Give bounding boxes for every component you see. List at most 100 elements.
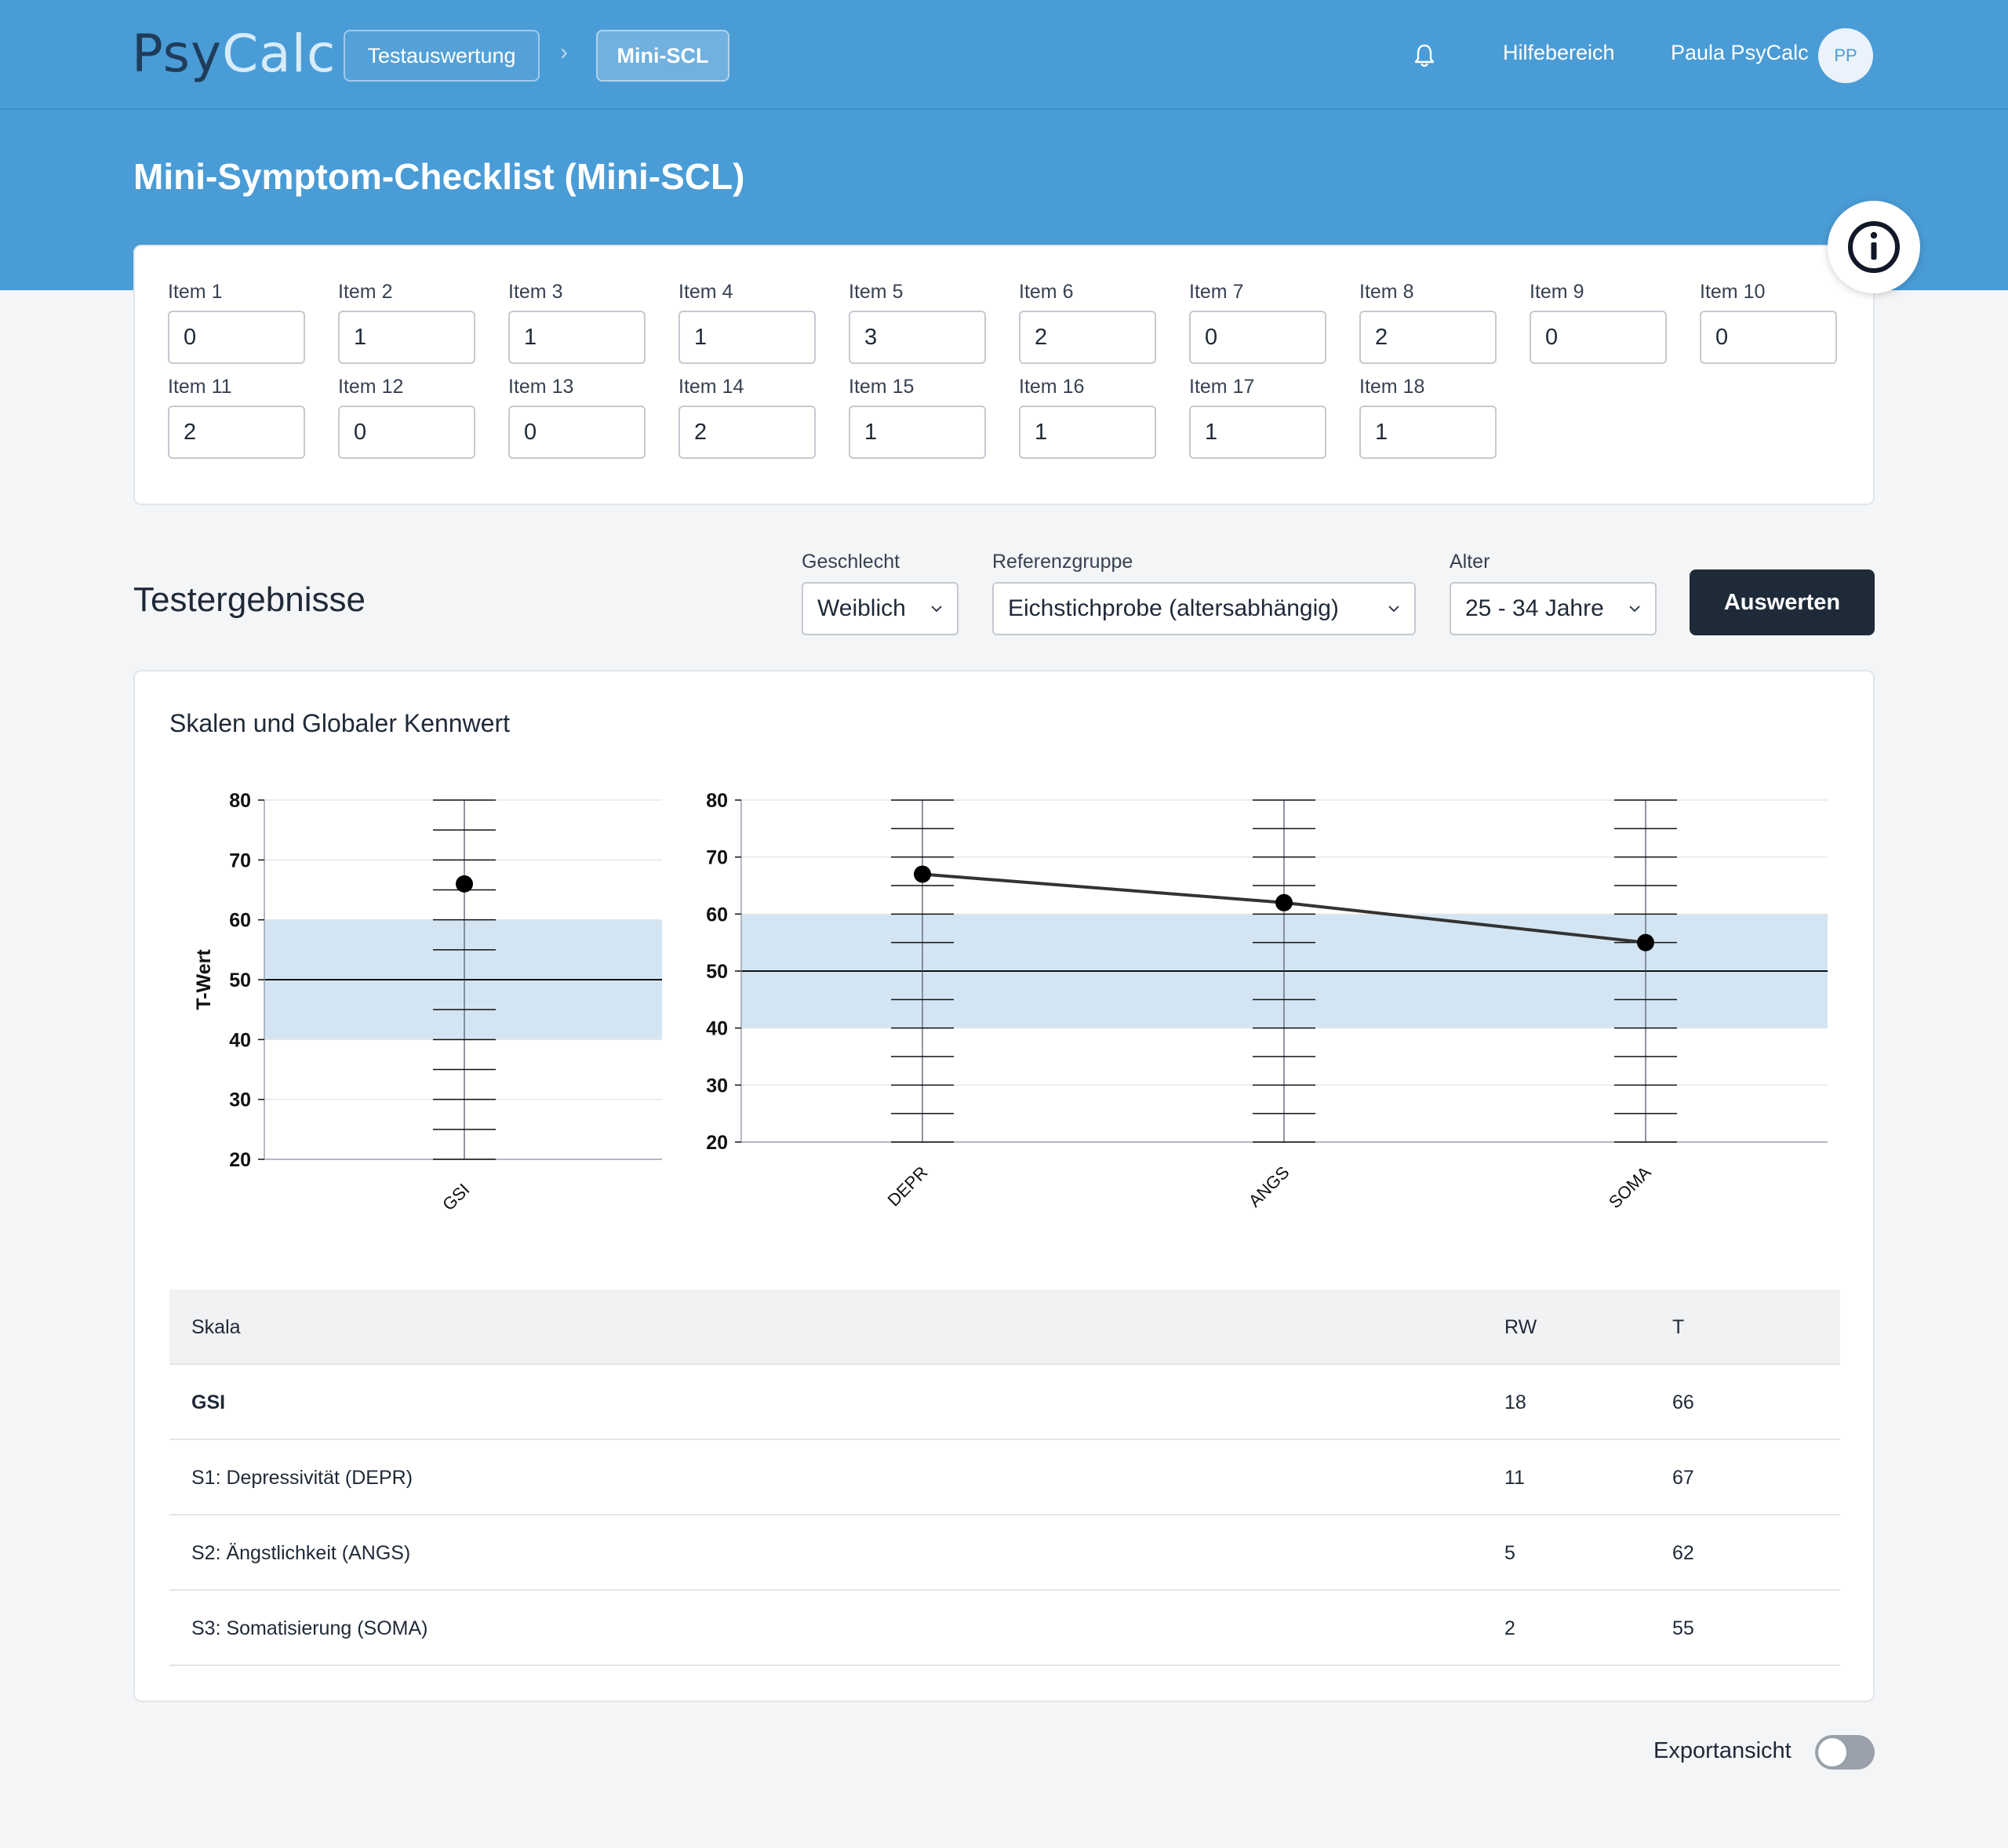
chart-title: Skalen und Globaler Kennwert <box>169 709 511 737</box>
item-input[interactable]: 0 <box>508 406 646 459</box>
item-field: Item 5 3 <box>849 281 986 364</box>
item-input[interactable]: 2 <box>1359 311 1497 364</box>
item-input[interactable]: 0 <box>1700 311 1837 364</box>
item-label: Item 1 <box>168 281 223 303</box>
y-tick-label: 50 <box>706 961 728 983</box>
toggle-knob <box>1818 1738 1846 1766</box>
item-label: Item 5 <box>849 281 904 303</box>
chart-card: Skalen und Globaler Kennwert 20 30 40 50 60 7… <box>133 670 1875 1702</box>
table-row: GSI 18 66 <box>169 1365 1840 1440</box>
item-input[interactable]: 2 <box>678 406 816 459</box>
breadcrumb-separator-icon: › <box>560 39 568 65</box>
y-tick-label: 40 <box>706 1018 728 1040</box>
y-tick-label: 70 <box>706 847 728 869</box>
header-rw: RW <box>1504 1316 1537 1338</box>
help-link[interactable]: Hilfebereich <box>1503 41 1615 64</box>
gender-label: Geschlecht <box>802 551 900 573</box>
item-input[interactable]: 0 <box>338 406 475 459</box>
item-field: Item 1 0 <box>168 281 305 364</box>
item-input[interactable]: 1 <box>849 406 986 459</box>
reference-select[interactable]: Eichstichprobe (altersabhängig) <box>992 582 1416 635</box>
item-input[interactable]: 1 <box>338 311 475 364</box>
item-label: Item 4 <box>678 281 733 303</box>
cell-rw: 5 <box>1504 1542 1515 1564</box>
item-input[interactable]: 1 <box>1359 406 1497 459</box>
item-field: Item 6 2 <box>1019 281 1156 364</box>
item-field: Item 15 1 <box>849 376 986 459</box>
item-field: Item 7 0 <box>1189 281 1326 364</box>
item-label: Item 7 <box>1189 281 1244 303</box>
item-field: Item 13 0 <box>508 376 646 459</box>
cell-t: 55 <box>1672 1617 1694 1639</box>
data-point <box>1275 893 1293 911</box>
age-label: Alter <box>1450 551 1490 573</box>
chevron-down-icon <box>931 606 942 613</box>
age-select-value: 25 - 34 Jahre <box>1465 595 1604 621</box>
y-tick-label: 80 <box>706 790 728 812</box>
cell-t: 67 <box>1672 1467 1694 1489</box>
breadcrumb-testauswertung[interactable]: Testauswertung <box>344 30 540 82</box>
item-label: Item 8 <box>1359 281 1414 303</box>
cell-skala: S2: Ängstlichkeit (ANGS) <box>191 1542 411 1564</box>
user-name[interactable]: Paula PsyCalc <box>1671 41 1809 64</box>
item-input[interactable]: 1 <box>508 311 646 364</box>
item-field: Item 3 1 <box>508 281 646 364</box>
gender-select[interactable]: Weiblich <box>802 582 959 635</box>
chevron-down-icon <box>1388 606 1399 613</box>
y-tick-label: 60 <box>706 904 728 926</box>
item-input[interactable]: 0 <box>168 311 305 364</box>
logo-text-psy: Psy <box>132 24 223 84</box>
bell-icon[interactable] <box>1412 42 1437 69</box>
y-tick-label: 30 <box>229 1090 251 1111</box>
reference-label: Referenzgruppe <box>992 551 1133 573</box>
item-input[interactable]: 2 <box>1019 311 1156 364</box>
breadcrumb-mini-scl[interactable]: Mini-SCL <box>596 30 729 82</box>
items-card: Item 1 0 Item 2 1 Item 3 1 Item 4 1 Item 5 3 Item … <box>133 245 1875 505</box>
info-button[interactable] <box>1828 201 1920 293</box>
item-label: Item 11 <box>168 376 232 398</box>
header-skala: Skala <box>191 1316 241 1338</box>
cell-skala: S1: Depressivität (DEPR) <box>191 1467 413 1489</box>
cell-skala: GSI <box>191 1391 226 1413</box>
data-point <box>1637 933 1654 951</box>
item-input[interactable]: 0 <box>1530 311 1667 364</box>
profile-chart: 20 30 40 50 60 70 80 GSI T-Wert 20 30 40 50 60 70 80 DEP… <box>193 790 1828 1214</box>
item-input[interactable]: 3 <box>849 311 986 364</box>
logo-text-calc: Calc <box>222 24 336 84</box>
item-input[interactable]: 1 <box>1019 406 1156 459</box>
gender-select-value: Weiblich <box>817 595 906 621</box>
item-label: Item 12 <box>338 376 404 398</box>
item-field: Item 14 2 <box>678 376 816 459</box>
table-row: S1: Depressivität (DEPR) 11 67 <box>169 1440 1840 1515</box>
y-tick-label: 70 <box>229 849 251 871</box>
item-label: Item 14 <box>678 376 744 398</box>
evaluate-button[interactable]: Auswerten <box>1690 569 1875 635</box>
age-select[interactable]: 25 - 34 Jahre <box>1450 582 1657 635</box>
item-label: Item 18 <box>1359 376 1425 398</box>
item-field: Item 10 0 <box>1700 281 1837 364</box>
item-field: Item 17 1 <box>1189 376 1326 459</box>
item-input[interactable]: 0 <box>1189 311 1326 364</box>
export-view-toggle[interactable] <box>1815 1735 1875 1770</box>
item-label: Item 17 <box>1189 376 1255 398</box>
x-tick-label: GSI <box>438 1180 473 1214</box>
results-title: Testergebnisse <box>133 580 366 619</box>
page-title: Mini-Symptom-Checklist (Mini-SCL) <box>133 156 745 197</box>
y-tick-label: 80 <box>229 790 251 812</box>
y-tick-label: 40 <box>229 1029 251 1051</box>
results-table: Skala RW T GSI 18 66 S1: Depressivität (… <box>169 1290 1840 1666</box>
item-input[interactable]: 1 <box>678 311 816 364</box>
item-label: Item 10 <box>1700 281 1766 303</box>
header-t: T <box>1672 1316 1685 1338</box>
info-icon <box>1848 221 1900 273</box>
item-label: Item 9 <box>1530 281 1584 303</box>
avatar[interactable]: PP <box>1818 28 1873 83</box>
cell-rw: 18 <box>1504 1391 1526 1413</box>
table-row: S3: Somatisierung (SOMA) 2 55 <box>169 1591 1840 1666</box>
logo[interactable]: PsyCalc <box>132 24 336 84</box>
item-field: Item 12 0 <box>338 376 475 459</box>
item-input[interactable]: 2 <box>168 406 305 459</box>
data-point <box>914 865 931 883</box>
item-input[interactable]: 1 <box>1189 406 1326 459</box>
cell-t: 62 <box>1672 1542 1694 1564</box>
